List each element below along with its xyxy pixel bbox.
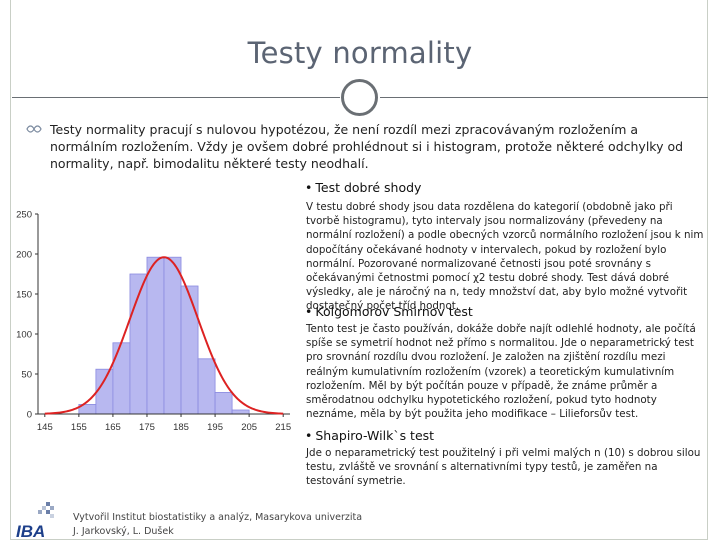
x-tick-label: 155 <box>71 422 87 433</box>
x-tick-label: 185 <box>173 422 189 433</box>
histogram-bar <box>231 409 250 415</box>
section-text-shapiro-wilk: Jde o neparametrický test použitelný i p… <box>306 447 701 488</box>
section-heading-shapiro-wilk: • Shapiro-Wilk`s test <box>305 428 434 443</box>
divider-circle-icon <box>341 79 378 116</box>
x-tick-label: 215 <box>275 422 291 433</box>
histogram-bar <box>197 358 216 415</box>
y-tick-label: 150 <box>16 290 32 301</box>
section-heading-text: Test dobré shody <box>315 180 422 195</box>
y-tick-label: 250 <box>16 210 32 221</box>
histogram-bar <box>95 368 114 415</box>
bullet-dot-icon: • <box>305 428 313 443</box>
footer-credits: Vytvořil Institut biostatistiky a analýz… <box>73 511 362 539</box>
iba-logo: IBA <box>16 502 54 540</box>
x-tick-label: 145 <box>37 422 53 433</box>
histogram-bar <box>146 256 165 415</box>
svg-text:IBA: IBA <box>16 522 45 540</box>
x-tick-label: 175 <box>139 422 155 433</box>
y-tick-label: 0 <box>27 410 32 421</box>
bullet-dot-icon: • <box>305 304 313 319</box>
histogram-bar <box>112 342 131 415</box>
x-tick-label: 195 <box>207 422 223 433</box>
histogram-bar <box>180 285 199 415</box>
histogram-bar <box>163 256 182 415</box>
bullet-dot-icon: • <box>305 180 313 195</box>
histogram-chart: 0 50 100 150 200 250 145 155 165 175 185 195 205 215 <box>16 210 291 434</box>
slide-title: Testy normality <box>247 36 473 70</box>
y-tick-label: 200 <box>16 250 32 261</box>
y-tick-label: 100 <box>16 330 32 341</box>
title-divider-left <box>12 97 340 98</box>
footer-line-1: Vytvořil Institut biostatistiky a analýz… <box>73 512 363 523</box>
section-heading-text: Shapiro-Wilk`s test <box>315 428 435 443</box>
section-heading-text: Kolgomorov Smirnov test <box>315 304 473 319</box>
normal-distribution-curve <box>44 256 284 415</box>
section-text-goodness-of-fit: V testu dobré shody jsou data rozdělena … <box>306 201 704 313</box>
intro-paragraph: Testy normality pracují s nulovou hypoté… <box>50 122 684 171</box>
section-heading-goodness-of-fit: • Test dobré shody <box>305 180 421 195</box>
x-tick-label: 205 <box>241 422 257 433</box>
footer-line-2: J. Jarkovský, L. Dušek <box>73 526 174 537</box>
section-text-ks-test: Tento test je často používán, dokáže dob… <box>306 323 696 421</box>
x-tick-label: 165 <box>105 422 121 433</box>
loop-bullet-icon <box>26 125 42 133</box>
section-heading-ks-test: • Kolgomorov Smirnov test <box>305 304 473 319</box>
histogram-bar <box>214 391 233 415</box>
title-divider-right <box>380 97 708 98</box>
y-tick-label: 50 <box>21 370 32 381</box>
